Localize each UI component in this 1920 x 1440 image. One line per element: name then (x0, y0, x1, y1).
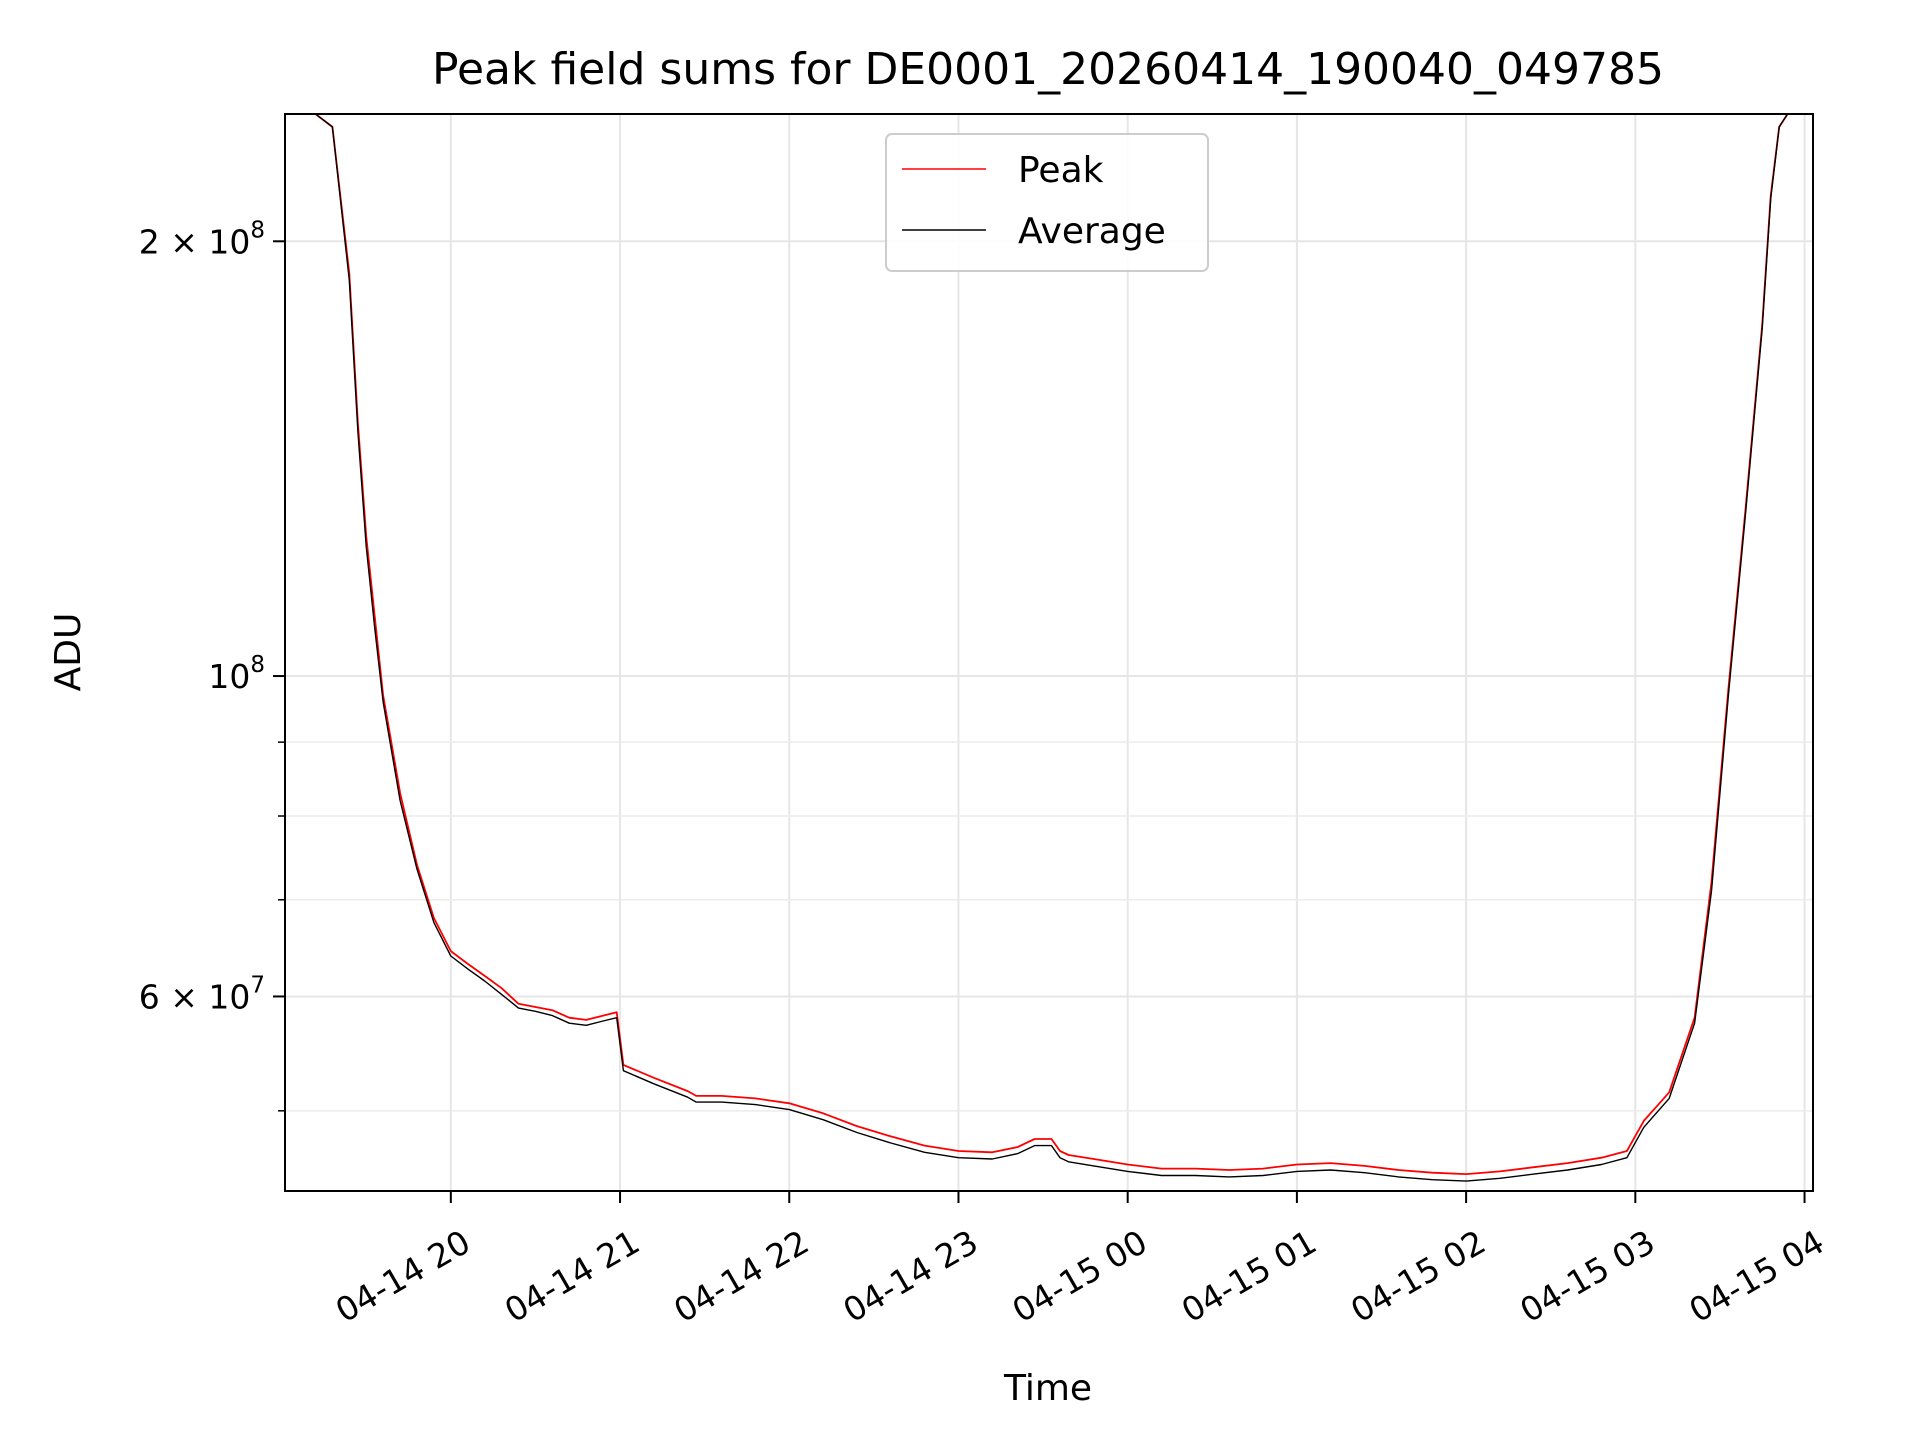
chart-title: Peak field sums for DE0001_20260414_1900… (432, 44, 1664, 95)
series-line-average (315, 114, 1805, 1182)
plot-area-frame (284, 113, 1814, 1192)
legend-average-label: Average (1018, 211, 1166, 252)
y-axis-ticks: 108 2 × 108 6 × 107 (139, 217, 285, 1112)
legend: Peak Average (885, 133, 1209, 272)
legend-peak-label: Peak (1018, 150, 1104, 191)
y-tick-label: 2 × 108 (139, 217, 265, 261)
x-axis-label: Time (1003, 1368, 1092, 1409)
series-layer (314, 114, 1805, 1182)
y-tick-label: 108 (208, 652, 265, 696)
series-line-peak (314, 114, 1805, 1175)
y-axis-label: ADU (48, 613, 89, 692)
y-tick-label: 6 × 107 (139, 972, 265, 1016)
